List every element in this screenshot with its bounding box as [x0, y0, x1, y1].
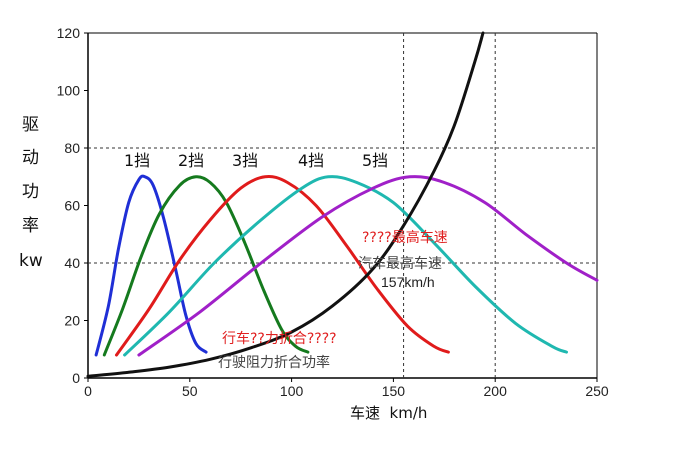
y-label-char-4: 率: [22, 216, 39, 236]
y-tick-label-5: 100: [57, 83, 81, 99]
max-speed-annotation-red: ????最高车速: [362, 229, 448, 246]
y-label-char-2: 动: [22, 148, 39, 168]
series-line-1: [94, 174, 208, 357]
x-tick-label-5: 250: [585, 383, 609, 399]
gear-label-1: 1挡: [124, 151, 150, 170]
x-tick-label-1: 50: [182, 383, 198, 399]
series-line-2: [102, 175, 310, 357]
resistance-annotation-red: 行车??力折合????: [222, 330, 337, 347]
gear-label-2: 2挡: [178, 151, 204, 170]
x-tick-label-4: 200: [484, 383, 508, 399]
max-speed-value: 157km/h: [381, 274, 435, 290]
series-line-6: [86, 31, 485, 378]
x-tick-label-3: 150: [382, 383, 406, 399]
y-tick-label-2: 40: [64, 255, 80, 271]
y-tick-label-0: 0: [72, 370, 80, 386]
curves: [86, 31, 599, 378]
x-tick-label-0: 0: [84, 383, 92, 399]
max-speed-annotation: 汽车最高车速: [358, 255, 442, 272]
gear-label-3: 3挡: [232, 151, 258, 170]
series-line-3: [115, 175, 450, 357]
y-label-unit: kw: [19, 251, 43, 271]
resistance-annotation: 行驶阻力折合功率: [218, 354, 330, 371]
y-label-char-1: 驱: [22, 115, 39, 135]
y-tick-label-6: 120: [57, 25, 81, 41]
series-line-5: [137, 175, 599, 357]
series-line-4: [123, 175, 568, 357]
gear-label-5: 5挡: [362, 151, 388, 170]
x-tick-label-2: 100: [280, 383, 304, 399]
y-tick-label-3: 60: [64, 198, 80, 214]
y-label-char-3: 功: [22, 182, 39, 202]
y-tick-label-4: 80: [64, 140, 80, 156]
y-axis-label: 驱 动 功 率 kw: [19, 115, 43, 271]
axis-ticks: 0 50 100 150 200 250 0 20 40 60 80 100 120: [57, 25, 609, 399]
y-tick-label-1: 20: [64, 313, 80, 329]
x-axis-label: 车速 km/h: [350, 404, 427, 422]
gear-label-4: 4挡: [298, 151, 324, 170]
